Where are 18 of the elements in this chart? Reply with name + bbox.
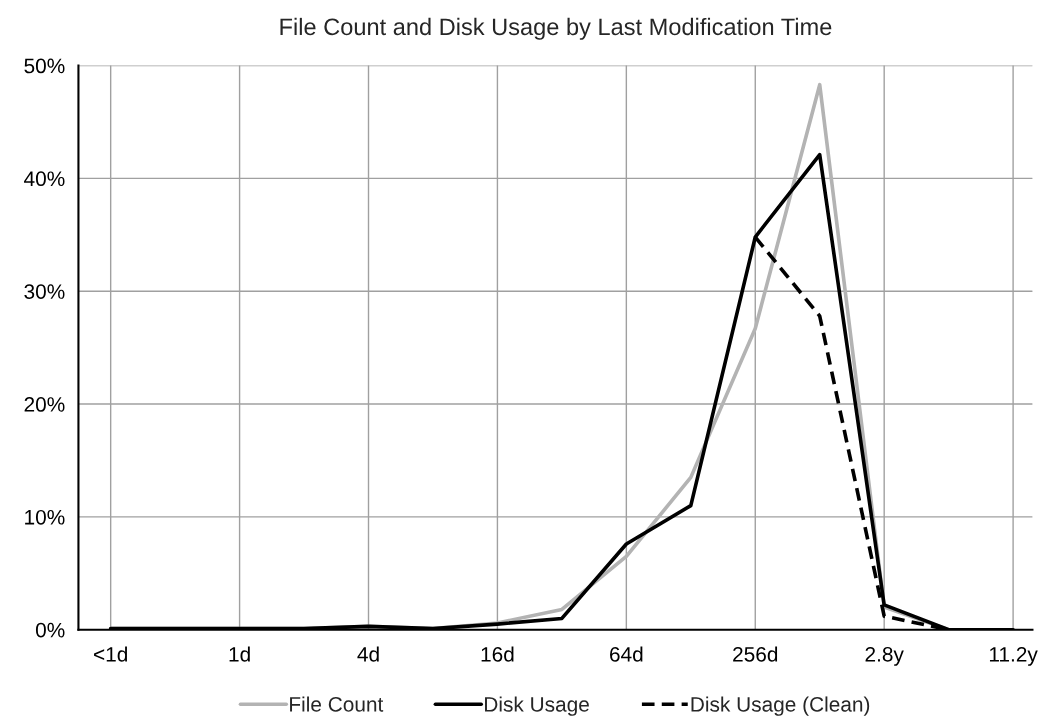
y-tick-label: 0%	[35, 622, 65, 638]
y-tick-label: 10%	[25, 509, 65, 525]
y-tick-label: 40%	[24, 171, 65, 187]
x-tick-label: 1d	[229, 646, 250, 662]
x-tick-label: 2.8y	[865, 646, 904, 666]
legend-label: Disk Usage	[485, 696, 589, 716]
legend-label: File Count	[290, 696, 384, 712]
x-tick-label: 4d	[357, 646, 379, 662]
x-tick-label: <1d	[94, 646, 127, 662]
x-tick-label: 64d	[610, 646, 643, 662]
x-tick-label: 11.2y	[989, 646, 1038, 666]
legend-label: Disk Usage (Clean)	[691, 696, 870, 716]
y-tick-label: 50%	[24, 58, 65, 74]
x-tick-label: 16d	[481, 646, 514, 662]
chart-title: File Count and Disk Usage by Last Modification Time	[280, 17, 832, 40]
x-tick-label: 256d	[733, 646, 778, 662]
y-tick-label: 20%	[24, 397, 65, 412]
y-tick-label: 30%	[24, 284, 65, 299]
